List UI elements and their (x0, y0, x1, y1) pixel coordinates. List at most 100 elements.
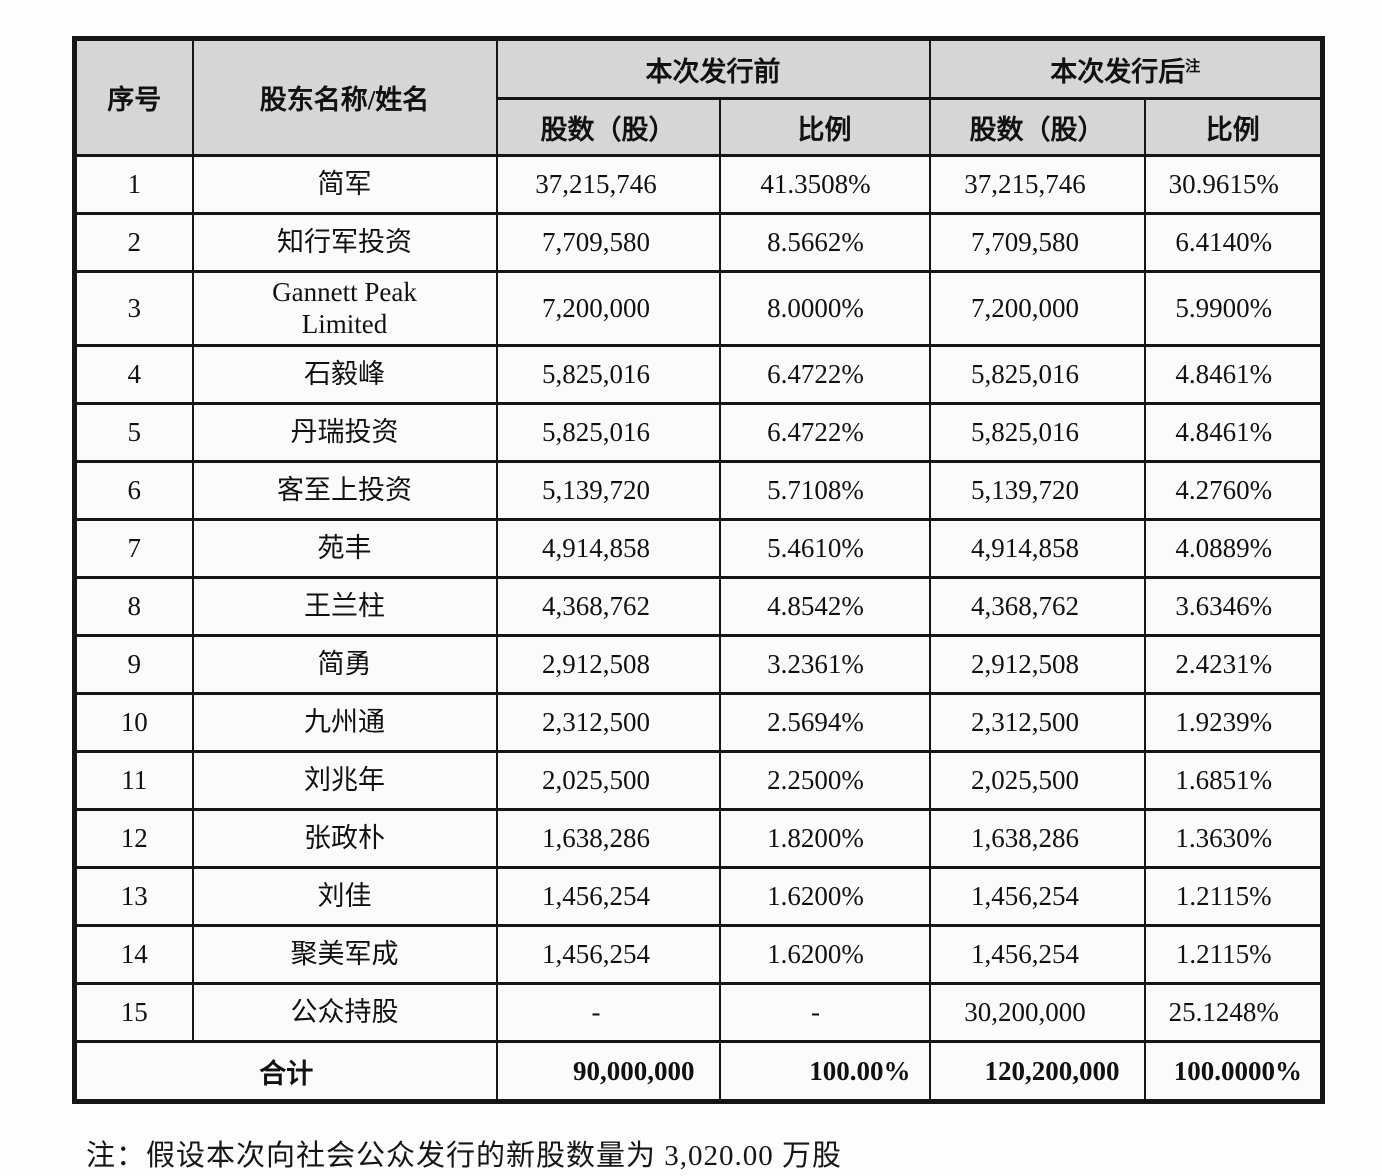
row-shareholder-name: 客至上投资 (191, 460, 498, 521)
table-row: 5 丹瑞投资 5,825,016 6.4722% 5,825,016 4.8461% (73, 402, 1324, 463)
row-after-ratio: 2.4231% (1143, 634, 1324, 695)
header-after-ratio: 比例 (1143, 97, 1324, 157)
table-row: 11 刘兆年 2,025,500 2.2500% 2,025,500 1.6851% (73, 750, 1324, 811)
row-seq: 2 (73, 212, 194, 273)
row-seq: 14 (73, 924, 194, 985)
row-seq: 11 (73, 750, 194, 811)
table-row: 2 知行军投资 7,709,580 8.5662% 7,709,580 6.4140% (73, 212, 1324, 273)
total-row: 合计 90,000,000 100.00% 120,200,000 100.00… (73, 1040, 1324, 1103)
row-before-shares: 5,139,720 (495, 460, 721, 521)
row-after-ratio: 6.4140% (1143, 212, 1324, 273)
row-after-ratio: 3.6346% (1143, 576, 1324, 637)
row-after-shares: 5,139,720 (928, 460, 1146, 521)
row-before-ratio: 6.4722% (718, 344, 931, 405)
row-seq: 8 (73, 576, 194, 637)
row-before-shares: 2,912,508 (495, 634, 721, 695)
total-before-shares: 90,000,000 (495, 1040, 721, 1103)
total-after-ratio: 100.0000% (1143, 1040, 1324, 1103)
row-seq: 9 (73, 634, 194, 695)
row-seq: 4 (73, 344, 194, 405)
row-after-shares: 1,456,254 (928, 866, 1146, 927)
row-before-shares: 37,215,746 (495, 154, 721, 215)
row-before-ratio: 8.0000% (718, 270, 931, 347)
row-after-shares: 30,200,000 (928, 982, 1146, 1043)
header-before-issue-label: 本次发行前 (645, 56, 781, 87)
header-after-issue: 本次发行后注 (928, 37, 1324, 100)
row-after-ratio: 1.2115% (1143, 924, 1324, 985)
row-seq: 1 (73, 154, 194, 215)
row-shareholder-name: 公众持股 (191, 982, 498, 1043)
row-seq: 6 (73, 460, 194, 521)
row-after-shares: 4,368,762 (928, 576, 1146, 637)
row-after-shares: 1,456,254 (928, 924, 1146, 985)
row-after-shares: 5,825,016 (928, 402, 1146, 463)
table-row: 15 公众持股 - -30,200,000 25.1248% (73, 982, 1324, 1043)
table-row: 3 Gannett Peak Limited 7,200,000 8.0000% 7,2… (73, 270, 1324, 347)
row-after-shares: 2,025,500 (928, 750, 1146, 811)
total-label: 合计 (73, 1040, 498, 1103)
row-shareholder-name: 王兰柱 (191, 576, 498, 637)
total-after-shares: 120,200,000 (928, 1040, 1146, 1103)
table-footnote: 注：假设本次向社会公众发行的新股数量为 3,020.00 万股 (86, 1140, 843, 1172)
row-seq: 10 (73, 692, 194, 753)
row-before-ratio: 5.4610% (718, 518, 931, 579)
table-row: 1 简军 37,215,746 41.3508% 37,215,746 30.9615% (73, 154, 1324, 215)
row-before-ratio: 8.5662% (718, 212, 931, 273)
row-seq: 12 (73, 808, 194, 869)
row-after-ratio: 5.9900% (1143, 270, 1324, 347)
row-after-ratio: 1.6851% (1143, 750, 1324, 811)
row-shareholder-name: 石毅峰 (191, 344, 498, 405)
table-row: 8 王兰柱 4,368,762 4.8542% 4,368,762 3.6346% (73, 576, 1324, 637)
table-footer: 合计 90,000,000 100.00% 120,200,000 100.00… (73, 1040, 1324, 1103)
header-before-issue: 本次发行前 (495, 37, 931, 100)
row-before-ratio: 41.3508% (718, 154, 931, 215)
table-body: 1 简军 37,215,746 41.3508% 37,215,746 30.9615% 2… (73, 154, 1324, 1043)
table-row: 12 张政朴 1,638,286 1.8200% 1,638,286 1.3630% (73, 808, 1324, 869)
row-after-shares: 37,215,746 (928, 154, 1146, 215)
row-after-shares: 7,709,580 (928, 212, 1146, 273)
row-shareholder-name: 知行军投资 (191, 212, 498, 273)
row-after-ratio: 4.8461% (1143, 402, 1324, 463)
row-before-shares: 7,200,000 (495, 270, 721, 347)
row-after-shares: 4,914,858 (928, 518, 1146, 579)
row-shareholder-name: 简勇 (191, 634, 498, 695)
row-seq: 5 (73, 402, 194, 463)
header-after-shares: 股数（股） (928, 97, 1146, 157)
row-after-shares: 1,638,286 (928, 808, 1146, 869)
row-before-ratio: 4.8542% (718, 576, 931, 637)
row-before-ratio: 6.4722% (718, 402, 931, 463)
row-after-ratio: 1.3630% (1143, 808, 1324, 869)
row-before-ratio: 2.5694% (718, 692, 931, 753)
row-before-ratio: 5.7108% (718, 460, 931, 521)
row-before-shares: 5,825,016 (495, 344, 721, 405)
row-before-shares: 7,709,580 (495, 212, 721, 273)
row-before-ratio: 1.6200% (718, 924, 931, 985)
table-row: 9 简勇 2,912,508 3.2361% 2,912,508 2.4231% (73, 634, 1324, 695)
row-before-shares: 1,638,286 (495, 808, 721, 869)
table-row: 10 九州通 2,312,500 2.5694% 2,312,500 1.9239% (73, 692, 1324, 753)
row-seq: 15 (73, 982, 194, 1043)
row-seq: 7 (73, 518, 194, 579)
row-shareholder-name: 九州通 (191, 692, 498, 753)
header-seq: 序号 (73, 37, 194, 157)
row-before-ratio: 1.6200% (718, 866, 931, 927)
row-before-shares: 2,025,500 (495, 750, 721, 811)
row-before-shares: 1,456,254 (495, 924, 721, 985)
total-before-ratio: 100.00% (718, 1040, 931, 1103)
table-row: 14 聚美军成 1,456,254 1.6200% 1,456,254 1.2115% (73, 924, 1324, 985)
row-after-ratio: 4.0889% (1143, 518, 1324, 579)
row-after-shares: 7,200,000 (928, 270, 1146, 347)
row-before-shares: 4,368,762 (495, 576, 721, 637)
row-before-shares: - (495, 982, 721, 1043)
row-before-shares: 1,456,254 (495, 866, 721, 927)
table-row: 6 客至上投资 5,139,720 5.7108% 5,139,720 4.2760% (73, 460, 1324, 521)
row-shareholder-name: Gannett Peak Limited (191, 270, 498, 347)
header-after-issue-label: 本次发行后 (1050, 56, 1186, 87)
row-before-ratio: - (718, 982, 931, 1043)
row-after-shares: 2,312,500 (928, 692, 1146, 753)
row-shareholder-name: 聚美军成 (191, 924, 498, 985)
header-before-ratio: 比例 (718, 97, 931, 157)
row-before-shares: 4,914,858 (495, 518, 721, 579)
row-before-ratio: 1.8200% (718, 808, 931, 869)
